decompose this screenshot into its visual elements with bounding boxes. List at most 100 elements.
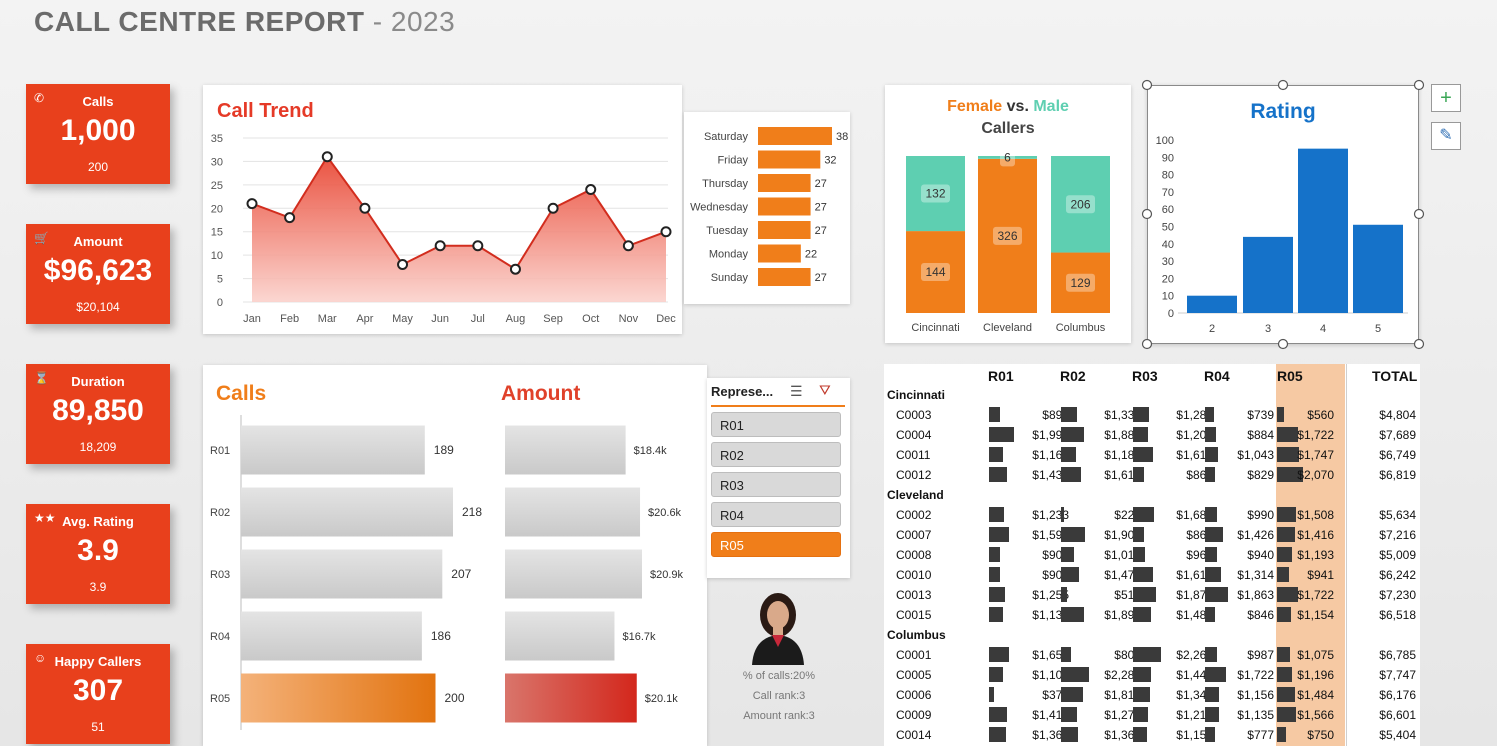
trend-x-label: May bbox=[392, 313, 413, 325]
table-data-bar bbox=[1277, 447, 1299, 462]
chart-elements-plus-icon[interactable]: + bbox=[1431, 84, 1461, 112]
table-data-bar bbox=[1277, 687, 1296, 702]
resize-handle-t[interactable] bbox=[1277, 79, 1289, 91]
kpi-value: 1,000 bbox=[60, 114, 136, 147]
customer-amount-table[interactable]: R01 R02 R03 R04 R05 TOTAL Cincinnati C0003 $891 $… bbox=[884, 364, 1420, 746]
rating-y-tick: 80 bbox=[1162, 170, 1174, 182]
calls-value: 218 bbox=[462, 505, 482, 519]
table-data-bar bbox=[1277, 707, 1297, 722]
table-data-bar bbox=[1133, 507, 1154, 522]
table-amount-cell: $1,415 bbox=[1032, 708, 1069, 722]
table-amount-cell: $891 bbox=[1042, 408, 1069, 422]
resize-handle-tl[interactable] bbox=[1141, 79, 1153, 91]
table-total-cell: $7,747 bbox=[1379, 668, 1416, 682]
slicer-item-r05[interactable]: R05 bbox=[711, 532, 841, 557]
table-data-bar bbox=[1277, 507, 1296, 522]
multi-select-icon[interactable]: ☰ bbox=[790, 383, 803, 399]
table-amount-cell: $960 bbox=[1186, 548, 1213, 562]
slicer-item-r04[interactable]: R04 bbox=[711, 502, 841, 527]
gender-value: 129 bbox=[1070, 276, 1090, 290]
table-amount-cell: $2,070 bbox=[1297, 468, 1334, 482]
rating-y-tick: 10 bbox=[1162, 291, 1174, 303]
table-header-r04[interactable]: R04 bbox=[1204, 368, 1230, 384]
gender-panel[interactable]: Female vs. Male Callers 144 132 Cincinnati 32… bbox=[885, 85, 1131, 343]
trend-y-tick: 25 bbox=[211, 180, 223, 192]
slicer-item-r02[interactable]: R02 bbox=[711, 442, 841, 467]
table-amount-cell: $1,863 bbox=[1237, 588, 1274, 602]
resize-handle-bl[interactable] bbox=[1141, 338, 1153, 350]
table-data-bar bbox=[1205, 527, 1223, 542]
weekday-label: Sunday bbox=[711, 272, 749, 284]
resize-handle-r[interactable] bbox=[1413, 208, 1425, 220]
kpi-value: 307 bbox=[72, 674, 124, 707]
female-bar bbox=[1051, 252, 1110, 313]
trend-x-label: Aug bbox=[506, 313, 526, 325]
slicer-divider bbox=[711, 405, 845, 407]
stars-icon: ★★ bbox=[34, 511, 56, 525]
resize-handle-l[interactable] bbox=[1141, 208, 1153, 220]
table-header-r03[interactable]: R03 bbox=[1132, 368, 1158, 384]
weekday-bar bbox=[758, 127, 832, 145]
female-bar bbox=[906, 231, 965, 313]
table-data-bar bbox=[1061, 707, 1077, 722]
resize-handle-tr[interactable] bbox=[1413, 79, 1425, 91]
table-total-cell: $7,689 bbox=[1379, 428, 1416, 442]
table-amount-cell: $1,426 bbox=[1237, 528, 1274, 542]
rating-panel[interactable]: Rating 0 10 20 30 40 50 60 70 80 90 100 2 3 4 5 bbox=[1147, 85, 1419, 344]
table-header-r05[interactable]: R05 bbox=[1277, 368, 1303, 384]
table-total-cell: $6,242 bbox=[1379, 568, 1416, 582]
kpi-label: Duration bbox=[71, 374, 125, 389]
trend-y-tick: 10 bbox=[211, 250, 223, 262]
table-amount-cell: $1,332 bbox=[1104, 408, 1141, 422]
table-data-bar bbox=[1205, 647, 1218, 662]
slicer-item-r01[interactable]: R01 bbox=[711, 412, 841, 437]
calls-amount-panel[interactable]: Calls Amount R01 189 $18.4k R02 218 $20.6k R03 20… bbox=[203, 365, 707, 746]
table-amount-cell: $940 bbox=[1247, 548, 1274, 562]
table-data-bar bbox=[1205, 547, 1217, 562]
trend-x-label: Apr bbox=[356, 313, 373, 325]
representative-avatar bbox=[752, 593, 804, 665]
weekday-panel[interactable]: Saturday 38 Friday 32 Thursday 27 Wednesday 27 T… bbox=[684, 112, 850, 304]
rating-y-tick: 30 bbox=[1162, 256, 1174, 268]
rep-amount-rank: Amount rank:3 bbox=[743, 710, 815, 722]
trend-point bbox=[246, 198, 258, 210]
call-trend-title: Call Trend bbox=[217, 100, 314, 122]
table-header-r01[interactable]: R01 bbox=[988, 368, 1014, 384]
table-data-bar bbox=[1061, 587, 1068, 602]
trend-point bbox=[359, 202, 371, 214]
amount-title: Amount bbox=[501, 382, 580, 405]
phone-icon: ✆ bbox=[34, 91, 45, 105]
table-amount-cell: $1,907 bbox=[1104, 528, 1141, 542]
trend-point bbox=[585, 184, 597, 196]
table-header-r02[interactable]: R02 bbox=[1060, 368, 1086, 384]
table-data-bar bbox=[1061, 667, 1090, 682]
table-data-bar bbox=[1133, 727, 1148, 742]
resize-handle-br[interactable] bbox=[1413, 338, 1425, 350]
table-amount-cell: $1,438 bbox=[1032, 468, 1069, 482]
clear-filter-icon[interactable]: ⛛ bbox=[819, 382, 831, 398]
rating-x-label: 4 bbox=[1320, 323, 1326, 335]
table-customer-id: C0011 bbox=[896, 448, 931, 462]
table-amount-cell: $1,818 bbox=[1104, 688, 1141, 702]
amount-value: $20.6k bbox=[648, 507, 682, 519]
resize-handle-b[interactable] bbox=[1277, 338, 1289, 350]
trend-point bbox=[321, 151, 333, 163]
slicer-item-r03[interactable]: R03 bbox=[711, 472, 841, 497]
table-customer-id: C0003 bbox=[896, 408, 932, 422]
kpi-sub-value: 18,209 bbox=[79, 440, 117, 454]
amount-bar bbox=[505, 549, 642, 599]
gender-value-box bbox=[921, 184, 950, 203]
weekday-value: 27 bbox=[815, 272, 827, 284]
table-data-bar bbox=[1277, 427, 1299, 442]
table-data-bar bbox=[1277, 607, 1292, 622]
table-header-total[interactable]: TOTAL bbox=[1372, 368, 1418, 384]
table-city-cincinnati: Cincinnati bbox=[887, 388, 946, 402]
rating-title: Rating bbox=[1250, 100, 1315, 123]
table-data-bar bbox=[989, 587, 1005, 602]
chart-styles-brush-icon[interactable]: ✎ bbox=[1431, 122, 1461, 150]
weekday-label: Friday bbox=[717, 155, 748, 167]
weekday-bar bbox=[758, 268, 811, 286]
call-trend-panel[interactable]: Call Trend 0 5 10 15 20 25 30 35 Jan Feb Mar Apr May J… bbox=[203, 85, 682, 334]
representative-slicer[interactable]: Represe... ☰ ⛛ R01 R02 R03 R04 R05 bbox=[707, 378, 850, 578]
selection-handles[interactable] bbox=[1140, 78, 1430, 353]
